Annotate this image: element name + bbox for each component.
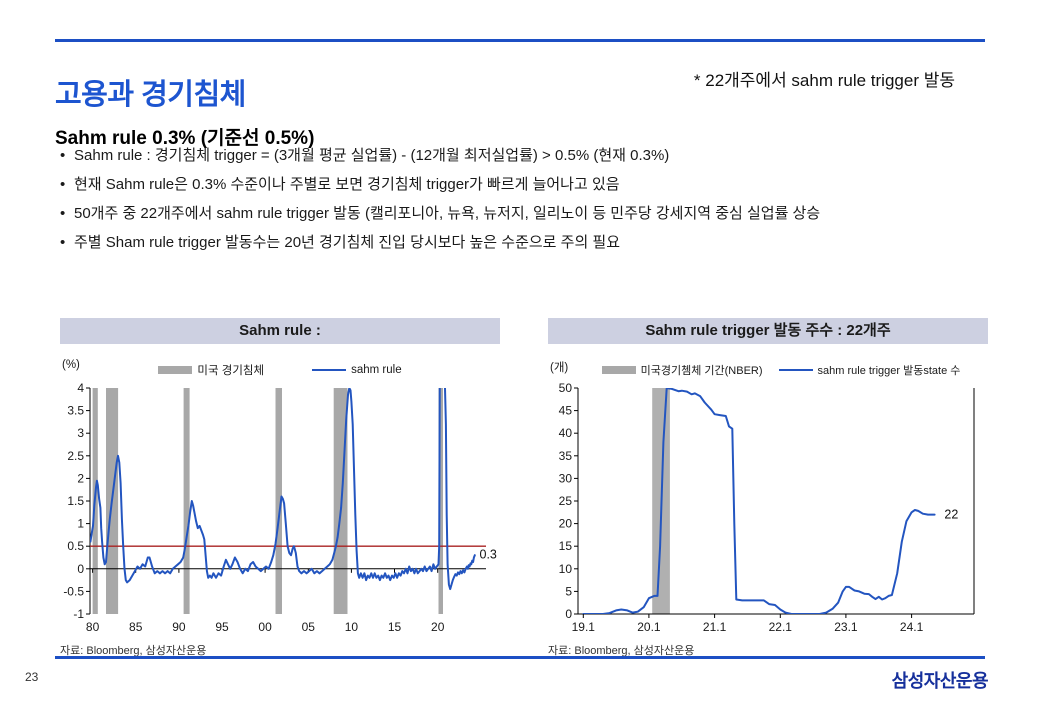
page-number: 23 (25, 670, 39, 684)
legend-label: 미국경기쳄체 기간(NBER) (640, 365, 763, 377)
company-logo: 삼성자산운용 (891, 671, 989, 691)
legend-label: sahm rule trigger 발동state 수 (817, 365, 961, 377)
chart-title: Sahm rule : (60, 318, 500, 344)
svg-text:22: 22 (944, 508, 958, 522)
svg-text:85: 85 (129, 620, 143, 634)
svg-text:20: 20 (431, 620, 445, 634)
svg-text:3.5: 3.5 (67, 404, 84, 418)
svg-text:95: 95 (215, 620, 229, 634)
legend-item-series: sahm rule (312, 364, 402, 376)
svg-text:35: 35 (559, 449, 573, 463)
bullet-list: Sahm rule : 경기침체 trigger = (3개월 평균 실업률) … (60, 146, 990, 262)
page-title: 고용과 경기침체 (55, 79, 246, 112)
svg-text:10: 10 (559, 562, 573, 576)
svg-text:20.1: 20.1 (637, 620, 661, 634)
svg-text:90: 90 (172, 620, 186, 634)
svg-text:2: 2 (77, 471, 84, 485)
svg-text:3: 3 (77, 426, 84, 440)
svg-text:00: 00 (258, 620, 272, 634)
bullet-item: Sahm rule : 경기침체 trigger = (3개월 평균 실업률) … (60, 146, 990, 165)
svg-text:10: 10 (345, 620, 359, 634)
sahm-rule-chart: 4 3.5 3 2.5 2 1.5 1 0.5 0 -0.5 -1 80 85 90 95 00 05 10 15 2… (60, 382, 500, 640)
svg-text:0: 0 (565, 607, 572, 621)
svg-text:0: 0 (77, 562, 84, 576)
svg-text:2.5: 2.5 (67, 449, 84, 463)
svg-text:19.1: 19.1 (572, 620, 596, 634)
svg-text:-1: -1 (73, 607, 84, 621)
svg-text:05: 05 (302, 620, 316, 634)
svg-text:45: 45 (559, 404, 573, 418)
chart-legend: (개) 미국경기쳄체 기간(NBER) sahm rule trigger 발동… (548, 362, 988, 378)
svg-text:22.1: 22.1 (769, 620, 793, 634)
svg-text:23.1: 23.1 (834, 620, 858, 634)
legend-item-recession: 미국 경기침체 (158, 362, 264, 378)
chart-source-note: 자료: Bloomberg, 삼성자산운용 (548, 645, 695, 657)
legend-label: 미국 경기침체 (197, 365, 265, 377)
svg-text:15: 15 (388, 620, 402, 634)
svg-text:0.3: 0.3 (480, 547, 497, 561)
bullet-item: 주별 Sham rule trigger 발동수는 20년 경기침체 진입 당시… (60, 233, 990, 252)
svg-text:15: 15 (559, 539, 573, 553)
bullet-item: 현재 Sahm rule은 0.3% 수준이나 주별로 보면 경기침체 trig… (60, 175, 990, 194)
chart-panel-trigger-states: Sahm rule trigger 발동 주수 : 22개주 (개) 미국경기쳄… (548, 318, 988, 660)
top-divider-line (55, 39, 985, 42)
svg-text:40: 40 (559, 426, 573, 440)
bullet-item: 50개주 중 22개주에서 sahm rule trigger 발동 (캘리포니… (60, 204, 990, 223)
svg-text:5: 5 (565, 584, 572, 598)
title-annotation: * 22개주에서 sahm rule trigger 발동 (693, 71, 955, 90)
section-subtitle: Sahm rule 0.3% (기준선 0.5%) (55, 127, 315, 149)
legend-item-recession: 미국경기쳄체 기간(NBER) (601, 362, 763, 378)
svg-text:80: 80 (86, 620, 100, 634)
svg-text:1.5: 1.5 (67, 494, 84, 508)
chart-title: Sahm rule trigger 발동 주수 : 22개주 (548, 318, 988, 344)
bottom-divider-line (55, 656, 985, 659)
recession-band-swatch-icon (601, 366, 636, 374)
chart-legend: (%) 미국 경기침체 sahm rule (60, 359, 500, 378)
chart-panel-sahm-rule: Sahm rule : (%) 미국 경기침체 sahm rule 4 3.5 3 2… (60, 318, 500, 660)
recession-band-swatch-icon (158, 366, 193, 374)
legend-item-series: sahm rule trigger 발동state 수 (778, 362, 961, 378)
y-axis-unit-label: (개) (550, 362, 569, 374)
legend-label: sahm rule (351, 364, 402, 376)
svg-text:50: 50 (559, 382, 573, 395)
svg-text:21.1: 21.1 (703, 620, 727, 634)
svg-text:-0.5: -0.5 (63, 584, 84, 598)
series-line-swatch-icon (778, 369, 813, 371)
svg-text:30: 30 (559, 471, 573, 485)
series-line-swatch-icon (312, 369, 347, 371)
svg-text:25: 25 (559, 494, 573, 508)
svg-text:0.5: 0.5 (67, 539, 84, 553)
trigger-states-chart: 50 45 40 35 30 25 20 15 10 5 0 19.1 20.1 21.1 22.1 23.1… (548, 382, 988, 640)
svg-text:24.1: 24.1 (900, 620, 924, 634)
chart-source-note: 자료: Bloomberg, 삼성자산운용 (60, 645, 207, 657)
y-axis-unit-label: (%) (62, 359, 80, 371)
svg-text:20: 20 (559, 517, 573, 531)
svg-text:4: 4 (77, 382, 84, 395)
svg-text:1: 1 (77, 517, 84, 531)
